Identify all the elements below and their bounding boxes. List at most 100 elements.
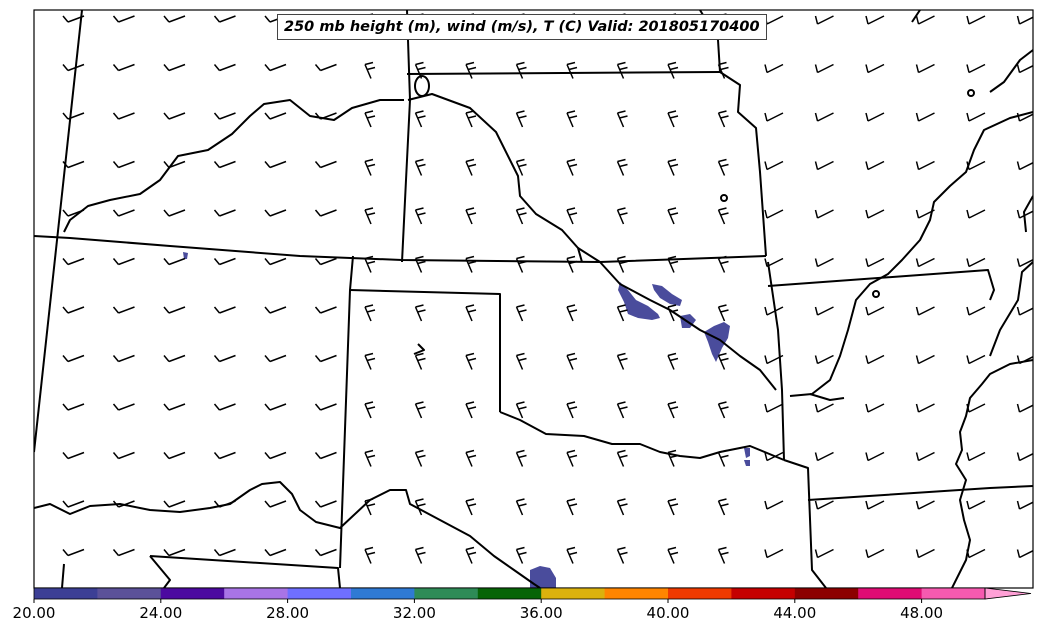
wind-barb <box>163 112 186 120</box>
colorbar-tick-label: 32.00 <box>392 604 436 622</box>
wind-barb <box>616 401 628 419</box>
wind-barb <box>414 255 426 273</box>
colorbar-segment <box>541 588 606 599</box>
wind-barb <box>62 451 85 460</box>
wind-barb <box>717 304 729 322</box>
wind-barb <box>364 401 376 419</box>
wind-barb <box>62 15 85 23</box>
wind-barb <box>465 304 477 322</box>
wind-barb <box>414 352 426 370</box>
wind-barb <box>414 158 426 176</box>
wind-barb <box>163 209 186 217</box>
wind-barb <box>616 61 628 79</box>
wind-barb <box>112 63 135 72</box>
wind-barb <box>814 500 834 510</box>
wind-barb <box>616 207 628 225</box>
wind-barb <box>667 61 679 79</box>
colorbar-tick-label: 44.00 <box>773 604 817 622</box>
colorbar-segment <box>34 588 98 599</box>
colorbar-segment <box>160 588 225 599</box>
wind-barb <box>717 255 729 273</box>
wind-barb <box>616 110 628 128</box>
wind-barb <box>414 207 426 225</box>
wind-barb <box>764 403 784 413</box>
wind-barb <box>112 257 135 266</box>
wind-barb <box>616 255 628 273</box>
wind-barb <box>264 112 287 120</box>
wind-barb <box>515 352 527 370</box>
wind-barb <box>264 63 287 72</box>
wind-barb <box>314 112 337 120</box>
wind-barb <box>62 354 85 363</box>
wind-barb <box>163 403 186 411</box>
wind-barb <box>414 61 426 79</box>
colorbar-segment <box>97 588 162 599</box>
wind-barb <box>62 160 85 169</box>
wind-barbs <box>62 13 1033 564</box>
wind-barb <box>667 498 679 516</box>
wind-barb <box>616 352 628 370</box>
wind-barb <box>764 209 784 219</box>
wind-barb <box>966 112 986 122</box>
wind-barb <box>163 548 186 557</box>
colorbar-tick-label: 48.00 <box>900 604 944 622</box>
colorbar-outline <box>33 587 986 600</box>
wind-barb <box>814 15 834 25</box>
colorbar-segment <box>794 588 859 599</box>
colorbar-segment <box>287 588 352 599</box>
wind-barb <box>667 546 679 564</box>
wind-barb <box>465 255 477 273</box>
wind-barb <box>667 304 679 322</box>
wind-barb <box>814 257 834 268</box>
wind-barb <box>163 160 186 169</box>
colorbar <box>33 587 1032 603</box>
wind-barb <box>966 257 986 268</box>
wind-barb <box>314 257 337 266</box>
wind-barb <box>364 61 376 79</box>
wind-barb <box>566 304 578 322</box>
wind-barb <box>364 498 376 516</box>
wind-barb <box>314 354 337 363</box>
wind-barb <box>717 401 729 419</box>
wind-barb <box>966 209 986 219</box>
wind-barb <box>566 255 578 273</box>
wind-barb <box>62 112 85 120</box>
wind-barb <box>865 257 885 268</box>
wind-barb <box>264 257 287 266</box>
wind-barb <box>566 546 578 564</box>
wind-barb <box>62 306 85 314</box>
wind-barb <box>264 354 287 363</box>
wind-barb <box>414 110 426 128</box>
wind-barb <box>414 546 426 564</box>
wind-barb <box>364 255 376 273</box>
wind-barb <box>364 449 376 467</box>
colorbar-tick-label: 20.00 <box>12 604 56 622</box>
wind-barb <box>966 306 986 316</box>
wind-barb <box>515 401 527 419</box>
wind-barb <box>764 451 784 462</box>
colorbar-segment <box>668 588 732 599</box>
wind-barb <box>764 257 784 268</box>
wind-barb <box>667 207 679 225</box>
wind-barb <box>465 546 477 564</box>
wind-barb <box>966 548 986 559</box>
wind-barb <box>213 15 236 23</box>
wind-barb <box>566 158 578 176</box>
wind-barb <box>465 61 477 79</box>
wind-barb <box>62 257 85 266</box>
wind-barb <box>865 209 885 219</box>
wind-barb <box>915 15 935 25</box>
wind-barb <box>764 548 784 559</box>
wind-barb <box>62 500 85 508</box>
wind-barb <box>667 449 679 467</box>
wind-barb <box>163 257 186 266</box>
wind-barb <box>616 449 628 467</box>
wind-barb <box>213 63 236 72</box>
colorbar-tick-label: 36.00 <box>519 604 563 622</box>
state-boundaries <box>34 10 1033 588</box>
wind-barb <box>915 257 935 268</box>
wind-barb <box>465 449 477 467</box>
wind-barb <box>314 306 337 314</box>
wind-barb <box>764 112 784 122</box>
wind-barb <box>667 255 679 273</box>
